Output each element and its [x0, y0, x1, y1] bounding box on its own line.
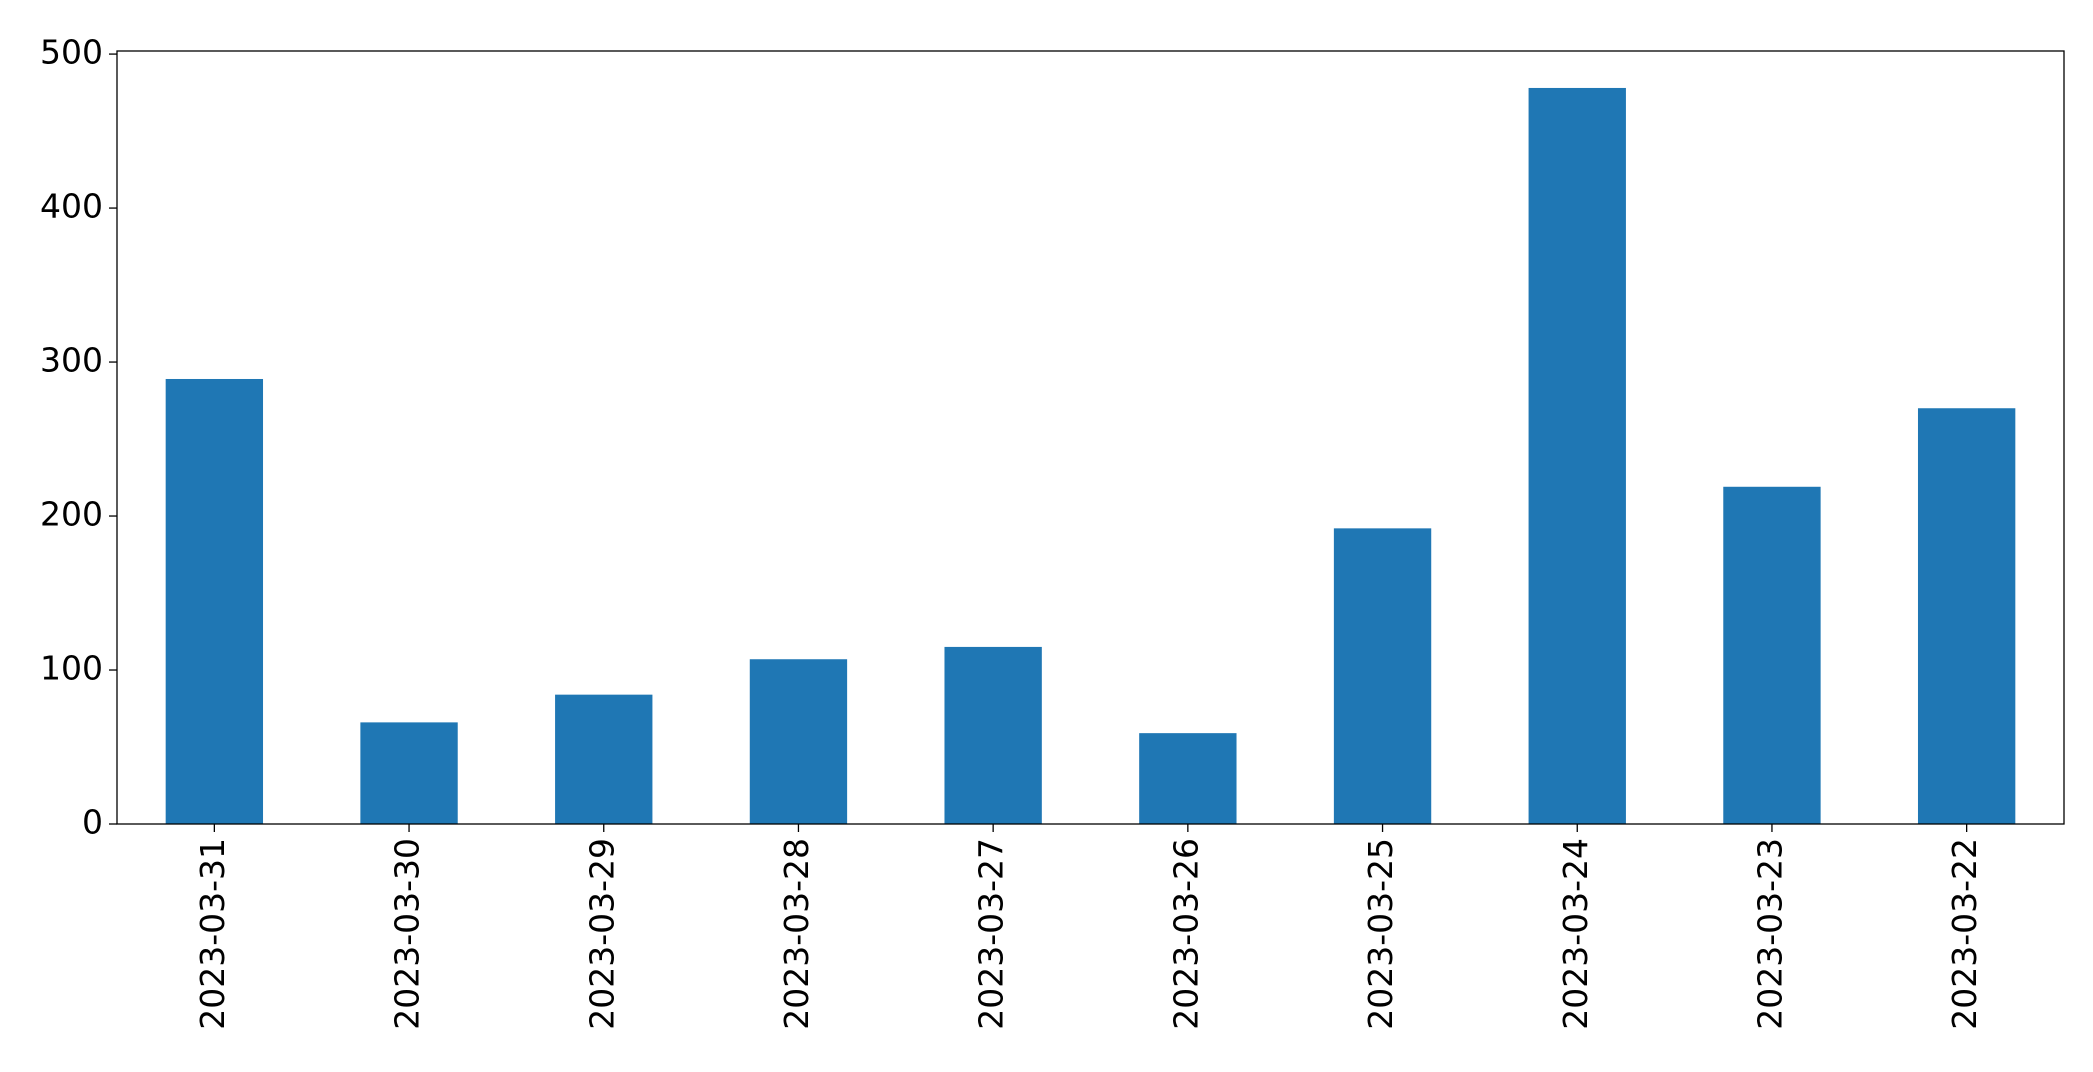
bar — [1139, 733, 1237, 824]
y-tick-label: 400 — [40, 187, 103, 226]
y-tick-label: 300 — [40, 341, 103, 380]
bar — [1528, 87, 1626, 824]
x-tick-label: 2023-03-29 — [582, 838, 621, 1030]
x-tick-label: 2023-03-24 — [1556, 838, 1595, 1030]
x-tick-label: 2023-03-22 — [1945, 838, 1984, 1030]
y-tick-label: 500 — [40, 33, 103, 72]
bar — [360, 722, 458, 824]
y-tick-label: 0 — [82, 803, 103, 842]
bar — [749, 659, 848, 824]
x-tick-label: 2023-03-28 — [777, 838, 816, 1030]
x-tick-label: 2023-03-27 — [972, 838, 1011, 1030]
bar — [944, 646, 1042, 824]
bar — [1917, 408, 2016, 824]
y-tick-label: 200 — [40, 495, 103, 534]
x-tick-label: 2023-03-26 — [1166, 838, 1205, 1030]
bar — [1333, 528, 1432, 824]
x-tick-label: 2023-03-31 — [193, 838, 232, 1030]
x-tick-label: 2023-03-30 — [388, 838, 427, 1030]
bar — [1723, 486, 1821, 824]
bar — [555, 694, 653, 824]
plot-frame — [116, 50, 2065, 825]
x-tick-label: 2023-03-25 — [1361, 838, 1400, 1030]
bar — [165, 378, 264, 824]
y-tick-label: 100 — [40, 649, 103, 688]
x-tick-label: 2023-03-23 — [1750, 838, 1789, 1030]
